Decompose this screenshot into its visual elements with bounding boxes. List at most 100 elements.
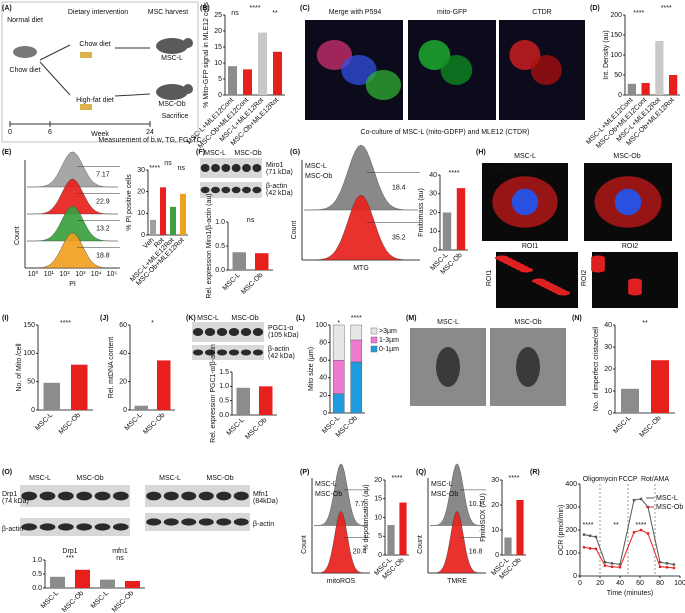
label: Normal diet xyxy=(7,17,43,24)
label: MSC-Ob xyxy=(234,150,261,157)
y-axis-label: FmitoSOX (AU) xyxy=(480,493,487,542)
y-axis-label: Rel. expression PGC1-α/β-actin xyxy=(210,344,217,443)
injection-label: Rot/AMA xyxy=(641,476,669,483)
point xyxy=(588,547,592,550)
label: MSC-L xyxy=(159,475,181,482)
gate-value: 7.7 xyxy=(355,501,365,508)
y-tick-label: 200 xyxy=(565,527,577,534)
x-tick-label: 10³ xyxy=(75,271,86,278)
y-tick-label: 0 xyxy=(123,407,127,414)
label: MSC-L xyxy=(437,319,459,326)
y-tick-label: 100 xyxy=(610,52,622,59)
label: MSC-L xyxy=(514,153,536,160)
y-tick-label: 50 xyxy=(614,72,622,79)
food xyxy=(80,52,92,58)
label: High-fat diet xyxy=(76,97,114,104)
significance: **** xyxy=(633,10,644,17)
significance: **** xyxy=(351,315,362,322)
gate-value: 16.8 xyxy=(469,548,483,555)
band xyxy=(242,186,251,194)
y-tick-label: 0.0 xyxy=(215,267,225,274)
significance: ns xyxy=(231,10,239,17)
point xyxy=(672,566,676,570)
band xyxy=(221,164,231,172)
nucleus xyxy=(511,188,539,216)
bar-segment xyxy=(350,361,363,414)
y-tick-label: 0 xyxy=(495,552,499,559)
gate-value: 18.8 xyxy=(96,253,110,260)
y-tick-label: 10 xyxy=(374,514,382,521)
label: Dietary intervention xyxy=(68,9,128,16)
bar xyxy=(259,386,273,415)
blot xyxy=(145,485,250,507)
point xyxy=(594,535,598,539)
gate-value: 35.2 xyxy=(392,234,406,241)
point xyxy=(665,562,669,565)
y-tick-label: 40 xyxy=(604,322,612,329)
label: ROI2 xyxy=(581,270,588,286)
bar xyxy=(134,405,148,410)
arrow xyxy=(39,61,71,96)
band xyxy=(198,518,214,526)
y-axis-label: Int. Density (au) xyxy=(603,30,610,79)
label: MTR xyxy=(489,167,504,174)
band xyxy=(231,186,241,194)
blot xyxy=(20,485,130,507)
panel-label: (K) xyxy=(186,315,196,322)
label: Hoechst xyxy=(506,167,532,174)
label: Sacrifice xyxy=(162,113,189,120)
band xyxy=(39,491,56,501)
band xyxy=(242,164,251,172)
y-axis-label: % depolarisation (au) xyxy=(363,484,370,550)
bar xyxy=(150,219,156,235)
bar xyxy=(387,525,395,555)
band xyxy=(163,491,179,501)
band xyxy=(211,164,220,172)
x-tick-label: 80 xyxy=(656,580,664,587)
y-tick-label: 0 xyxy=(218,92,222,99)
x-axis-label: PI xyxy=(69,281,76,288)
band xyxy=(228,349,240,356)
mitochondria xyxy=(591,267,605,273)
y-tick-label: 10 xyxy=(429,228,437,235)
legend-label: MSC-L xyxy=(431,481,453,488)
y-axis-label: OCR (pmol/min) xyxy=(558,505,565,556)
point xyxy=(672,563,676,566)
category-label: MSC-Ob xyxy=(61,590,85,613)
histogram xyxy=(314,511,368,574)
band xyxy=(181,491,197,501)
bar xyxy=(651,360,669,413)
bar xyxy=(258,32,267,95)
blot xyxy=(145,513,250,531)
group-label: mfn1 xyxy=(112,548,128,555)
label: Chow diet xyxy=(79,41,110,48)
band xyxy=(228,328,240,336)
bar xyxy=(621,388,639,413)
y-tick-label: 80 xyxy=(319,339,327,346)
point xyxy=(603,564,607,567)
label: MSC-Ob xyxy=(206,475,233,482)
band xyxy=(233,491,249,501)
mouse xyxy=(13,46,37,58)
panel-label: (R) xyxy=(530,469,540,476)
band xyxy=(146,518,162,526)
significance: **** xyxy=(636,522,647,529)
band xyxy=(200,164,210,172)
y-tick-label: 40 xyxy=(119,350,127,357)
bar xyxy=(50,576,65,588)
y-axis-label: No. of Mito /cell xyxy=(16,343,23,392)
band xyxy=(21,523,38,531)
arrow xyxy=(39,44,71,61)
panel-label: (B) xyxy=(200,5,210,12)
significance: ** xyxy=(613,522,619,529)
blot xyxy=(192,322,264,342)
y-tick-label: 20 xyxy=(319,392,327,399)
arrow xyxy=(114,93,151,97)
legend-label: MSC-Ob xyxy=(315,491,342,498)
blot xyxy=(200,158,262,178)
panel-label: (C) xyxy=(300,5,310,12)
band xyxy=(57,523,74,531)
panel-label: (G) xyxy=(290,149,300,156)
